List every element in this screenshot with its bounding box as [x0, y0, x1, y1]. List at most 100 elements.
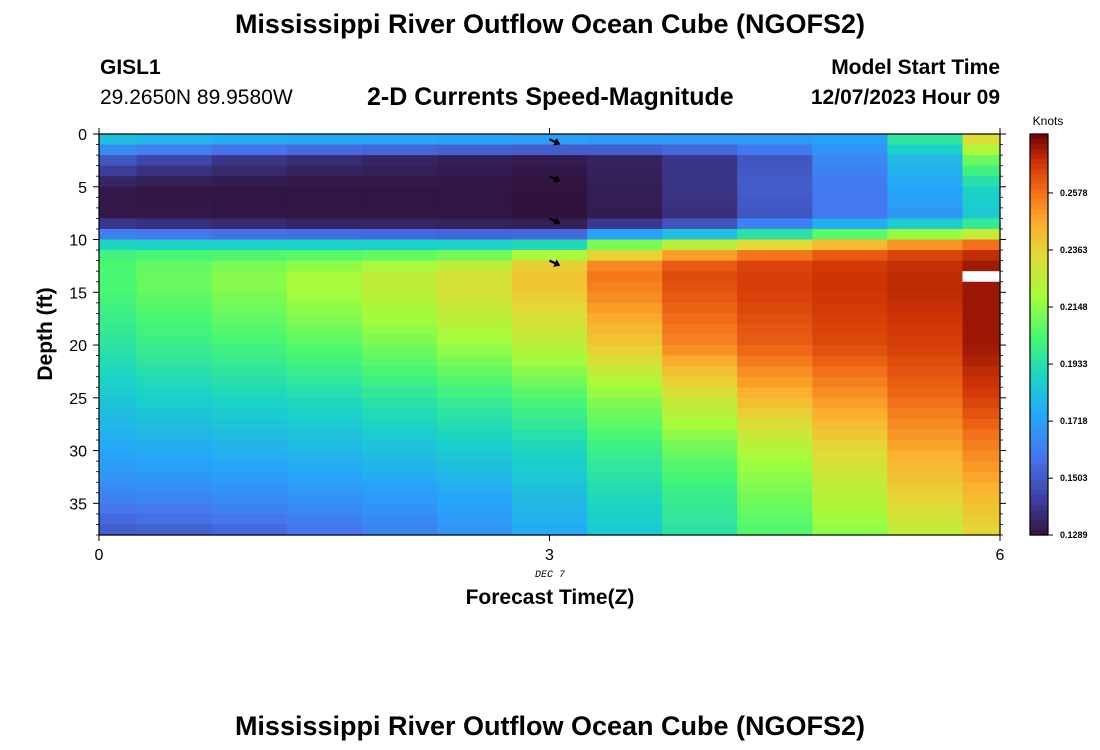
heatmap-cell	[99, 323, 138, 336]
colorbar-segment	[1030, 224, 1048, 230]
heatmap-cell	[962, 366, 1001, 378]
colorbar-segment	[1030, 179, 1048, 185]
heatmap-cell	[887, 471, 964, 483]
heatmap-cell	[211, 503, 288, 515]
heatmap-cell	[511, 207, 588, 220]
heatmap-cell	[361, 260, 438, 272]
heatmap-cell	[887, 418, 964, 431]
heatmap-cell	[812, 387, 888, 399]
colorbar-segment	[1030, 429, 1048, 436]
heatmap-cell	[887, 144, 964, 156]
x-tick-label: 3	[545, 547, 554, 564]
heatmap-cell	[361, 461, 438, 473]
x-axis-label: Forecast Time(Z)	[466, 586, 635, 609]
heatmap-cell	[99, 429, 138, 441]
heatmap-cell	[737, 250, 813, 262]
heatmap-cell	[211, 165, 288, 177]
y-tick-label: 15	[69, 285, 87, 302]
heatmap-cell	[436, 376, 513, 388]
heatmap-cell	[887, 165, 964, 177]
heatmap-cell	[962, 281, 1001, 293]
heatmap-cell	[662, 440, 738, 452]
heatmap-cell	[662, 176, 738, 188]
heatmap-cell	[812, 197, 888, 209]
heatmap-cell	[587, 155, 663, 167]
heatmap-cell	[587, 228, 663, 241]
heatmap-cell	[812, 418, 888, 431]
heatmap-cell	[361, 281, 438, 293]
heatmap-cell	[286, 281, 363, 293]
colorbar-segment	[1030, 164, 1048, 170]
heatmap-cell	[136, 271, 213, 283]
heatmap-cell	[887, 440, 964, 452]
heatmap-cell	[587, 334, 663, 346]
heatmap-cell	[99, 492, 138, 504]
heatmap-cell	[99, 250, 138, 262]
colorbar-segment	[1030, 154, 1048, 160]
heatmap-cell	[211, 334, 288, 346]
heatmap-cell	[887, 250, 964, 262]
heatmap-cell	[436, 492, 513, 504]
heatmap-cell	[887, 218, 964, 230]
colorbar-segment	[1030, 454, 1048, 461]
heatmap-cell	[662, 471, 738, 483]
heatmap-cell	[962, 155, 1001, 167]
heatmap-cell	[211, 186, 288, 198]
heatmap-cell	[286, 144, 363, 156]
heatmap-cell	[136, 503, 213, 515]
heatmap-cell	[211, 345, 288, 357]
heatmap-cell	[361, 271, 438, 283]
heatmap-cell	[887, 271, 964, 283]
colorbar-segment	[1030, 314, 1048, 321]
heatmap-cell	[211, 250, 288, 262]
heatmap-cell	[286, 376, 363, 388]
heatmap-cell	[436, 450, 513, 462]
heatmap-cell	[436, 408, 513, 420]
heatmap-cell	[587, 503, 663, 515]
heatmap-cell	[962, 239, 1001, 251]
heatmap-cell	[361, 313, 438, 325]
colorbar-tick-label: 0.2578	[1060, 188, 1088, 198]
heatmap-cell	[99, 271, 138, 283]
heatmap-cell	[812, 524, 888, 536]
colorbar-segment	[1030, 419, 1048, 426]
heatmap-cell	[436, 176, 513, 188]
heatmap-cell	[587, 186, 663, 198]
heatmap-cell	[99, 366, 138, 378]
heatmap-cell	[436, 503, 513, 515]
heatmap-cell	[136, 292, 213, 304]
heatmap-cell	[962, 397, 1001, 409]
heatmap-cell	[361, 239, 438, 251]
heatmap-cell	[361, 144, 438, 156]
colorbar-segment	[1030, 304, 1048, 311]
heatmap-cell	[211, 376, 288, 388]
heatmap-cell	[136, 461, 213, 473]
heatmap-cell	[662, 144, 738, 156]
heatmap-cell	[962, 450, 1001, 462]
heatmap-cell	[211, 492, 288, 504]
heatmap-cell	[587, 134, 663, 146]
heatmap-cell	[136, 345, 213, 357]
heatmap-cell	[587, 471, 663, 483]
heatmap-cell	[737, 524, 813, 536]
heatmap-cell	[662, 482, 738, 494]
heatmap-cell	[99, 524, 138, 536]
colorbar-segment	[1030, 204, 1048, 210]
heatmap-cell	[737, 450, 813, 462]
colorbar-segment	[1030, 379, 1048, 386]
station-id: GISL1	[100, 56, 161, 79]
heatmap-cell	[361, 418, 438, 431]
heatmap-cell	[211, 281, 288, 293]
colorbar-segment	[1030, 349, 1048, 356]
heatmap-cell	[737, 292, 813, 304]
heatmap-cell	[286, 366, 363, 378]
heatmap-cell	[211, 155, 288, 167]
heatmap-cell	[662, 366, 738, 378]
heatmap-cell	[962, 503, 1001, 515]
heatmap-cell	[136, 228, 213, 241]
heatmap-cell	[361, 176, 438, 188]
arrow-head	[553, 259, 561, 267]
heatmap-cell	[587, 461, 663, 473]
heatmap-cell	[136, 376, 213, 388]
heatmap-cell	[962, 408, 1001, 420]
